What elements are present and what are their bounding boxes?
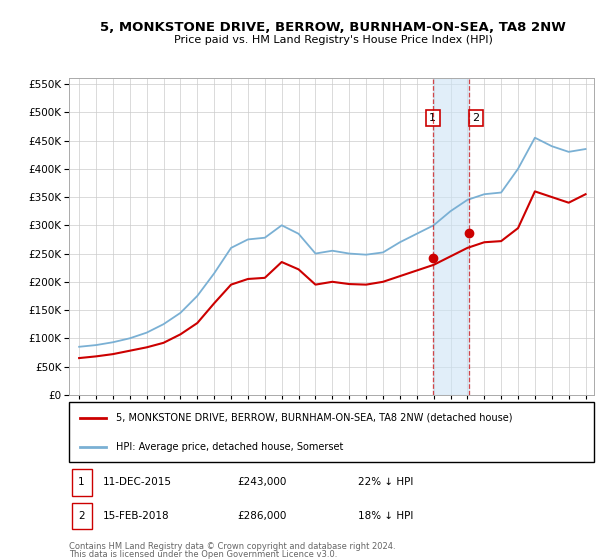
Bar (71, 503, 92, 529)
Text: £286,000: £286,000 (237, 511, 286, 521)
Text: 5, MONKSTONE DRIVE, BERROW, BURNHAM-ON-SEA, TA8 2NW: 5, MONKSTONE DRIVE, BERROW, BURNHAM-ON-S… (100, 21, 566, 34)
Text: 11-DEC-2015: 11-DEC-2015 (103, 477, 172, 487)
Bar (71, 469, 92, 496)
Text: 22% ↓ HPI: 22% ↓ HPI (358, 477, 413, 487)
Text: HPI: Average price, detached house, Somerset: HPI: Average price, detached house, Some… (116, 442, 344, 452)
Text: Contains HM Land Registry data © Crown copyright and database right 2024.: Contains HM Land Registry data © Crown c… (69, 542, 395, 550)
Text: Price paid vs. HM Land Registry's House Price Index (HPI): Price paid vs. HM Land Registry's House … (173, 35, 493, 45)
Text: 2: 2 (473, 113, 480, 123)
Text: £243,000: £243,000 (237, 477, 286, 487)
Text: 1: 1 (429, 113, 436, 123)
Text: 18% ↓ HPI: 18% ↓ HPI (358, 511, 413, 521)
Text: 2: 2 (78, 511, 85, 521)
Text: 5, MONKSTONE DRIVE, BERROW, BURNHAM-ON-SEA, TA8 2NW (detached house): 5, MONKSTONE DRIVE, BERROW, BURNHAM-ON-S… (116, 413, 513, 423)
Bar (433, 78, 469, 395)
Text: This data is licensed under the Open Government Licence v3.0.: This data is licensed under the Open Gov… (69, 550, 337, 559)
Text: 1: 1 (78, 477, 85, 487)
Text: 15-FEB-2018: 15-FEB-2018 (103, 511, 170, 521)
